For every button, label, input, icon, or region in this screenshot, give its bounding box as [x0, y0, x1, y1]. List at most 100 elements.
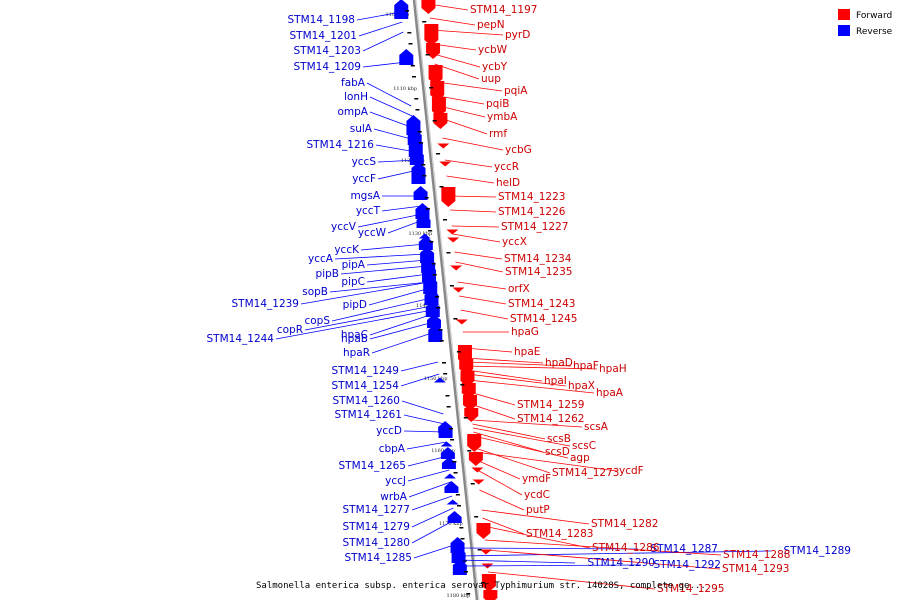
forward-gene-label[interactable]: STM14_1283: [526, 528, 593, 540]
forward-gene-label[interactable]: STM14_1293: [722, 563, 789, 575]
forward-gene-label[interactable]: STM14_1282: [591, 518, 658, 530]
reverse-gene-label[interactable]: fabA: [341, 77, 366, 89]
reverse-gene-label[interactable]: STM14_1289: [784, 545, 851, 557]
reverse-gene-label[interactable]: STM14_1209: [294, 61, 361, 73]
forward-gene-label[interactable]: ycdC: [524, 489, 550, 501]
reverse-gene-label[interactable]: STM14_1254: [332, 380, 400, 392]
forward-gene-label[interactable]: orfX: [508, 283, 530, 295]
forward-gene-label[interactable]: hpaI: [544, 375, 567, 387]
forward-gene-label[interactable]: helD: [496, 177, 520, 189]
forward-gene-label[interactable]: STM14_1227: [501, 221, 568, 233]
reverse-gene-label[interactable]: STM14_1260: [333, 395, 400, 407]
forward-gene-label[interactable]: hpaH: [599, 363, 627, 375]
reverse-gene-label[interactable]: STM14_1216: [307, 139, 375, 151]
reverse-gene-label[interactable]: ompA: [337, 106, 368, 118]
forward-connector: [438, 95, 485, 105]
forward-gene-label[interactable]: ycbY: [482, 61, 508, 73]
forward-gene-label[interactable]: STM14_1226: [498, 206, 566, 218]
reverse-gene-label[interactable]: STM14_1249: [332, 365, 399, 377]
reverse-gene-label[interactable]: STM14_1279: [343, 521, 410, 533]
reverse-gene-label[interactable]: yccK: [334, 244, 360, 256]
reverse-gene-label[interactable]: STM14_1292: [654, 559, 721, 571]
reverse-gene-label[interactable]: STM14_1285: [345, 552, 412, 564]
forward-connector: [473, 435, 569, 459]
reverse-connector: [407, 469, 450, 482]
forward-gene-label[interactable]: ymdF: [522, 473, 551, 485]
forward-gene-label[interactable]: STM14_1259: [517, 399, 584, 411]
forward-gene-label[interactable]: pqiB: [486, 98, 509, 110]
forward-gene-label[interactable]: uup: [481, 73, 501, 85]
forward-gene-label[interactable]: STM14_1288: [723, 549, 790, 561]
forward-gene-label[interactable]: hpaX: [568, 380, 595, 392]
reverse-gene-label[interactable]: cbpA: [379, 443, 406, 455]
forward-gene-label[interactable]: STM14_1243: [508, 298, 575, 310]
forward-gene-label[interactable]: STM14_1245: [510, 313, 577, 325]
forward-gene-label[interactable]: pepN: [477, 19, 505, 31]
forward-gene-label[interactable]: pqiA: [504, 85, 528, 97]
reverse-gene-label[interactable]: pipB: [316, 268, 339, 280]
forward-gene-label[interactable]: scsD: [545, 446, 570, 458]
reverse-gene-label[interactable]: STM14_1265: [339, 460, 406, 472]
forward-gene-label[interactable]: hpaD: [545, 357, 573, 369]
reverse-gene-label[interactable]: yccA: [308, 253, 334, 265]
reverse-gene-label[interactable]: yccF: [352, 173, 376, 185]
reverse-gene-label[interactable]: hpaR: [343, 347, 370, 359]
reverse-gene-label[interactable]: STM14_1201: [290, 30, 357, 42]
reverse-gene-label[interactable]: STM14_1290: [588, 557, 655, 569]
tick-label: 1150 kbp: [424, 376, 448, 382]
forward-gene-label[interactable]: STM14_1262: [517, 413, 584, 425]
reverse-gene-label[interactable]: pipC: [341, 276, 365, 288]
reverse-gene-label[interactable]: hpaB: [341, 333, 368, 345]
reverse-gene-label[interactable]: yccW: [358, 227, 387, 239]
forward-gene-label[interactable]: STM14_1223: [498, 191, 565, 203]
forward-gene-label[interactable]: hpaG: [511, 326, 539, 338]
forward-gene-label[interactable]: scsC: [572, 440, 596, 452]
reverse-gene-label[interactable]: sopB: [302, 286, 328, 298]
reverse-gene-label[interactable]: STM14_1280: [343, 537, 410, 549]
reverse-gene-label[interactable]: mgsA: [350, 190, 380, 202]
forward-gene-label[interactable]: STM14_1286: [592, 542, 660, 554]
forward-gene-label[interactable]: ycbW: [478, 44, 508, 56]
reverse-gene-label[interactable]: STM14_1198: [288, 14, 355, 26]
forward-gene-label[interactable]: yccX: [502, 236, 527, 248]
forward-gene-label[interactable]: STM14_1234: [504, 253, 572, 265]
forward-gene-label[interactable]: STM14_1235: [505, 266, 572, 278]
forward-gene-label[interactable]: STM14_1295: [657, 583, 724, 595]
reverse-gene-label[interactable]: wrbA: [380, 491, 408, 503]
feature-glyph: [425, 301, 440, 307]
reverse-gene-label[interactable]: pipA: [342, 259, 366, 271]
forward-gene-label[interactable]: rmf: [489, 128, 507, 140]
forward-gene-label[interactable]: ycbG: [505, 144, 532, 156]
forward-gene-label[interactable]: ymbA: [487, 111, 518, 123]
forward-gene-label[interactable]: yccR: [494, 161, 519, 173]
reverse-gene-label[interactable]: yccD: [376, 425, 402, 437]
forward-gene-label[interactable]: ycdF: [619, 465, 644, 477]
forward-gene-label[interactable]: scsB: [547, 433, 571, 445]
reverse-gene-label[interactable]: yccT: [356, 205, 381, 217]
forward-gene-label[interactable]: hpaF: [573, 360, 599, 372]
reverse-gene-label[interactable]: copR: [277, 324, 303, 336]
reverse-gene-label[interactable]: yccV: [331, 221, 357, 233]
reverse-gene-label[interactable]: STM14_1277: [343, 504, 410, 516]
forward-gene-label[interactable]: STM14_1273: [552, 467, 619, 479]
reverse-gene-label[interactable]: STM14_1287: [651, 543, 718, 555]
reverse-gene-label[interactable]: pipD: [343, 299, 367, 311]
reverse-gene-label[interactable]: lonH: [344, 91, 368, 103]
reverse-gene-label[interactable]: STM14_1239: [232, 298, 299, 310]
forward-gene-label[interactable]: scsA: [584, 421, 609, 433]
forward-gene-label[interactable]: agp: [570, 452, 590, 464]
forward-gene-label[interactable]: pyrD: [505, 29, 530, 41]
reverse-gene-label[interactable]: STM14_1244: [207, 333, 275, 345]
reverse-gene-label[interactable]: yccJ: [385, 475, 406, 487]
forward-gene-label[interactable]: hpaA: [596, 387, 624, 399]
reverse-gene-label[interactable]: copS: [304, 315, 330, 327]
reverse-gene-label[interactable]: hpaC: [341, 329, 368, 341]
forward-gene-label[interactable]: hpaE: [514, 346, 540, 358]
reverse-gene-label[interactable]: yccS: [352, 156, 377, 168]
reverse-gene-label[interactable]: STM14_1203: [294, 45, 361, 57]
forward-gene-label[interactable]: STM14_1197: [470, 4, 537, 16]
reverse-gene-label[interactable]: sulA: [350, 123, 373, 135]
reverse-gene-label[interactable]: STM14_1261: [335, 409, 402, 421]
forward-gene-label[interactable]: putP: [526, 504, 550, 516]
